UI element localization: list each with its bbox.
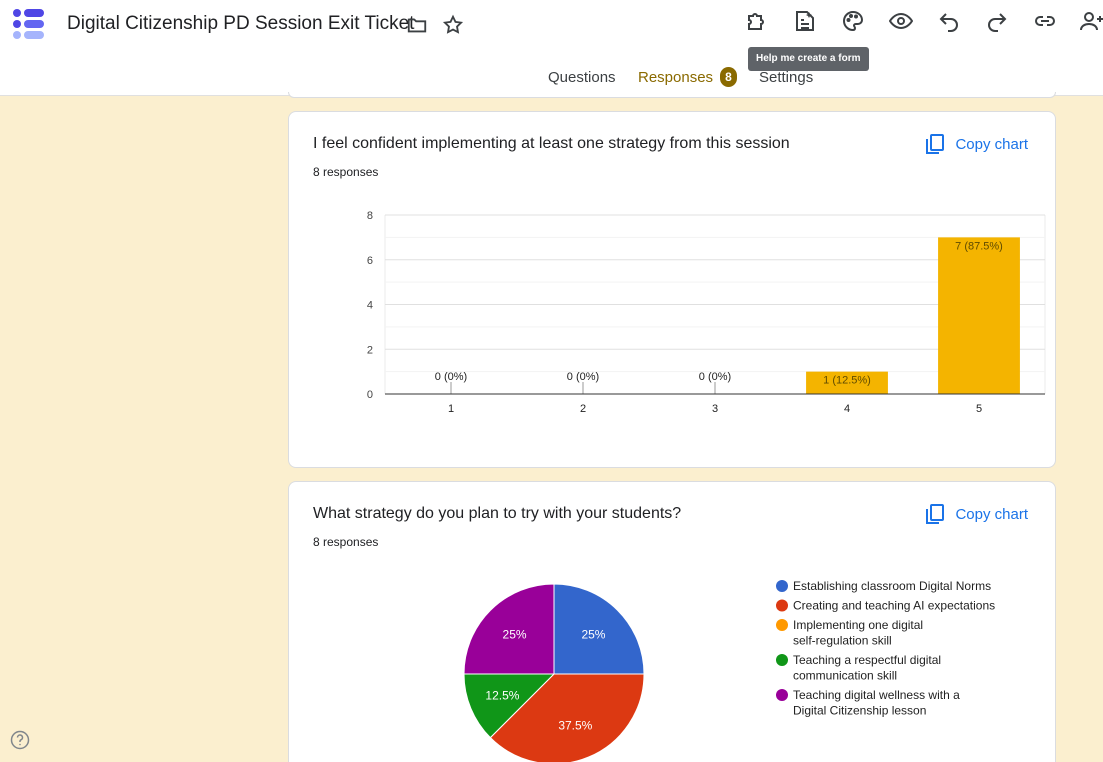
ai-form-icon[interactable]: [793, 9, 817, 33]
data-label: 7 (87.5%): [955, 240, 1003, 252]
slice-label: 12.5%: [485, 688, 519, 702]
folder-icon[interactable]: [406, 14, 428, 36]
y-tick-label: 0: [367, 389, 373, 401]
palette-icon[interactable]: [841, 9, 865, 33]
pie-slice: [489, 673, 645, 762]
copy-chart-button[interactable]: Copy chart: [925, 502, 1028, 526]
pie-slice: [553, 583, 645, 675]
question-title: What strategy do you plan to try with yo…: [313, 505, 682, 522]
copy-chart-label: Copy chart: [955, 135, 1028, 153]
y-tick-label: 2: [367, 344, 373, 356]
data-label: 1 (12.5%): [823, 375, 871, 387]
copy-icon: [926, 134, 945, 154]
puzzle-icon[interactable]: [745, 9, 769, 33]
form-title[interactable]: Digital Citizenship PD Session Exit Tick…: [67, 13, 415, 34]
slice-label: 37.5%: [558, 719, 592, 733]
legend-label: Establishing classroom Digital Norms: [793, 579, 991, 593]
data-label: 0 (0%): [435, 371, 467, 383]
data-label: 0 (0%): [699, 371, 731, 383]
slice-label: 25%: [581, 628, 605, 642]
x-tick-label: 5: [976, 403, 982, 415]
slice-label: 25%: [503, 628, 527, 642]
bar: [938, 237, 1020, 394]
eye-icon[interactable]: [889, 9, 913, 33]
pie-slice: [463, 583, 555, 675]
help-icon[interactable]: [10, 730, 30, 750]
link-icon[interactable]: [1033, 9, 1057, 33]
redo-icon[interactable]: [985, 9, 1009, 33]
data-label: 0 (0%): [567, 371, 599, 383]
copy-chart-label: Copy chart: [955, 505, 1028, 523]
x-tick-label: 2: [580, 403, 586, 415]
bar-chart: 0 2 4 6 8 0 (0%) 1 0 (0%) 2 0 (0%) 3 1 (12.5%) 4 7 (8…: [367, 210, 1046, 415]
tab-questions[interactable]: Questions: [548, 69, 616, 86]
legend-label: Teaching a respectful digital communicati…: [793, 653, 941, 683]
copy-icon: [926, 504, 945, 524]
legend-swatch: [776, 599, 788, 612]
legend-label: Implementing one digital self-regulation …: [793, 618, 923, 648]
forms-logo-icon[interactable]: [12, 8, 46, 40]
legend-label: Creating and teaching AI expectations: [793, 599, 995, 613]
legend-swatch: [776, 619, 788, 631]
tab-settings[interactable]: Settings: [759, 69, 814, 86]
response-count: 8 responses: [313, 535, 379, 549]
tooltip: Help me create a form: [748, 47, 869, 71]
question-card: I feel confident implementing at least o…: [288, 111, 1056, 468]
bar: [806, 371, 888, 394]
legend-swatch: [776, 580, 788, 592]
add-person-icon[interactable]: [1080, 9, 1103, 33]
x-tick-label: 1: [448, 403, 454, 415]
question-card: What strategy do you plan to try with yo…: [288, 481, 1056, 762]
pie-slice: [463, 673, 556, 739]
response-count: 8 responses: [313, 165, 379, 179]
star-icon[interactable]: [442, 14, 464, 36]
response-count-badge: 8: [720, 67, 737, 87]
y-tick-label: 4: [367, 300, 373, 312]
pie-chart: 25% 37.5% 12.5% 25% Establishing classroom D…: [463, 579, 995, 762]
copy-chart-button[interactable]: Copy chart: [925, 132, 1028, 156]
question-title: I feel confident implementing at least o…: [313, 135, 790, 152]
x-tick-label: 4: [844, 403, 850, 415]
y-tick-label: 6: [367, 255, 373, 267]
y-tick-label: 8: [367, 210, 373, 222]
legend-swatch: [776, 654, 788, 666]
undo-icon[interactable]: [937, 9, 961, 33]
tab-responses[interactable]: Responses: [638, 69, 714, 86]
x-tick-label: 3: [712, 403, 718, 415]
previous-card: [288, 92, 1056, 98]
legend-swatch: [776, 689, 788, 701]
legend-label: Teaching digital wellness with a Digital …: [793, 688, 960, 718]
top-bar: Digital Citizenship PD Session Exit Tick…: [0, 0, 1103, 96]
